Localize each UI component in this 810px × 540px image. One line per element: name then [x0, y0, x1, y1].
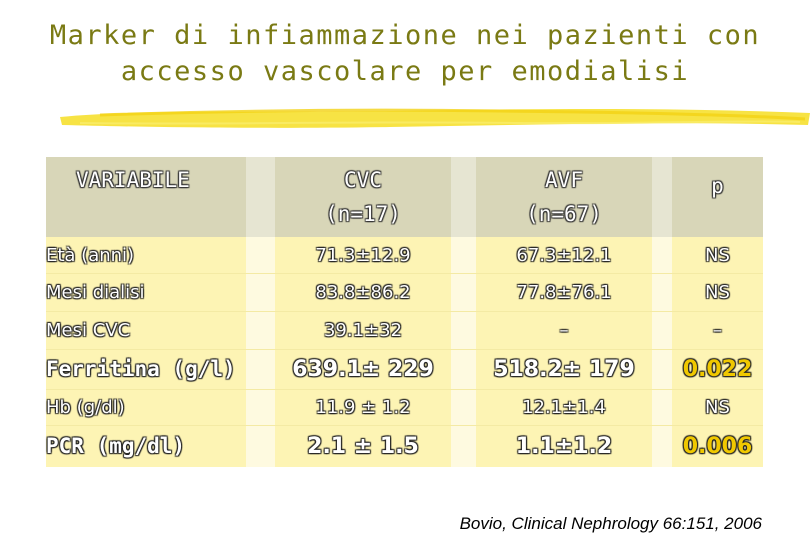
table-row: Mesi dialisi 83.8±86.2 77.8±76.1 NS: [46, 273, 763, 311]
row-label: Età (anni): [46, 244, 135, 266]
row-p-value-cell: NS: [672, 389, 763, 425]
row-cvc-value: 71.3±12.9: [315, 244, 411, 266]
row-avf-value-cell: 1.1±1.2: [476, 425, 652, 467]
row-avf-value-cell: 12.1±1.4: [476, 389, 652, 425]
row-divider: [46, 311, 763, 312]
column-background: [246, 237, 275, 467]
row-cvc-value-cell: 71.3±12.9: [275, 237, 451, 273]
table-header-row: VARIABILE CVC (n=17) AVF (n=67) p: [46, 157, 763, 237]
slide-title: Marker di infiammazione nei pazienti con…: [0, 18, 810, 90]
row-p-value: –: [713, 319, 722, 341]
table-row: Hb (g/dl) 11.9 ± 1.2 12.1±1.4 NS: [46, 389, 763, 425]
row-divider: [46, 425, 763, 426]
row-label: Mesi CVC: [46, 319, 131, 341]
row-cvc-value: 2.1 ± 1.5: [307, 433, 419, 459]
row-p-value: NS: [705, 281, 730, 303]
row-label: Mesi dialisi: [46, 281, 145, 303]
row-cvc-value-cell: 2.1 ± 1.5: [275, 425, 451, 467]
column-background: [476, 237, 652, 467]
row-label-cell: Mesi CVC: [46, 311, 246, 349]
row-cvc-value: 11.9 ± 1.2: [315, 396, 411, 418]
row-label-cell: Ferritina (g/l): [46, 349, 246, 389]
column-background: [672, 237, 763, 467]
slide-title-line-2: accesso vascolare per emodialisi: [120, 56, 690, 87]
row-p-value: 0.006: [682, 433, 753, 459]
row-cvc-value-cell: 83.8±86.2: [275, 273, 451, 311]
row-avf-value-cell: 67.3±12.1: [476, 237, 652, 273]
row-p-value: 0.022: [682, 356, 753, 382]
row-cvc-value: 639.1± 229: [292, 356, 434, 382]
column-background: [451, 237, 476, 467]
column-background: [275, 237, 451, 467]
row-cvc-value: 83.8±86.2: [315, 281, 411, 303]
row-divider: [46, 349, 763, 350]
header-cvc: CVC (n=17): [325, 168, 401, 226]
table-row: Ferritina (g/l) 639.1± 229 518.2± 179 0.022: [46, 349, 763, 389]
row-label-cell: Hb (g/dl): [46, 389, 246, 425]
row-avf-value-cell: 518.2± 179: [476, 349, 652, 389]
row-label: Ferritina (g/l): [46, 357, 236, 381]
row-avf-value: 1.1±1.2: [515, 433, 613, 459]
header-p: p: [711, 174, 724, 198]
citation: Bovio, Clinical Nephrology 66:151, 2006: [459, 514, 762, 533]
row-label-cell: Mesi dialisi: [46, 273, 246, 311]
row-avf-value: 77.8±76.1: [516, 281, 612, 303]
row-p-value-cell: –: [672, 311, 763, 349]
row-avf-value-cell: 77.8±76.1: [476, 273, 652, 311]
row-cvc-value: 39.1±32: [323, 319, 403, 341]
row-label: PCR (mg/dl): [46, 434, 186, 458]
row-avf-value: 12.1±1.4: [522, 396, 606, 418]
row-p-value-cell: 0.006: [672, 425, 763, 467]
slide-title-line-1: Marker di infiammazione nei pazienti con: [49, 20, 761, 51]
row-p-value-cell: NS: [672, 237, 763, 273]
row-p-value: NS: [705, 396, 730, 418]
row-label: Hb (g/dl): [46, 396, 125, 418]
table-row: PCR (mg/dl) 2.1 ± 1.5 1.1±1.2 0.006: [46, 425, 763, 467]
row-divider: [46, 273, 763, 274]
yellow-brush-stroke: [60, 108, 810, 128]
column-background: [652, 237, 672, 467]
row-cvc-value-cell: 39.1±32: [275, 311, 451, 349]
row-p-value: NS: [705, 244, 730, 266]
row-p-value-cell: 0.022: [672, 349, 763, 389]
table-row: Mesi CVC 39.1±32 – –: [46, 311, 763, 349]
row-label-cell: Età (anni): [46, 237, 246, 273]
table-row: Età (anni) 71.3±12.9 67.3±12.1 NS: [46, 237, 763, 273]
header-variable: VARIABILE: [76, 168, 190, 192]
row-p-value-cell: NS: [672, 273, 763, 311]
row-divider: [46, 389, 763, 390]
row-avf-value: 518.2± 179: [493, 356, 635, 382]
row-avf-value-cell: –: [476, 311, 652, 349]
row-cvc-value-cell: 11.9 ± 1.2: [275, 389, 451, 425]
row-avf-value: –: [559, 319, 569, 341]
header-avf: AVF (n=67): [526, 168, 602, 226]
row-label-cell: PCR (mg/dl): [46, 425, 246, 467]
row-cvc-value-cell: 639.1± 229: [275, 349, 451, 389]
row-avf-value: 67.3±12.1: [516, 244, 612, 266]
column-background: [46, 237, 246, 467]
